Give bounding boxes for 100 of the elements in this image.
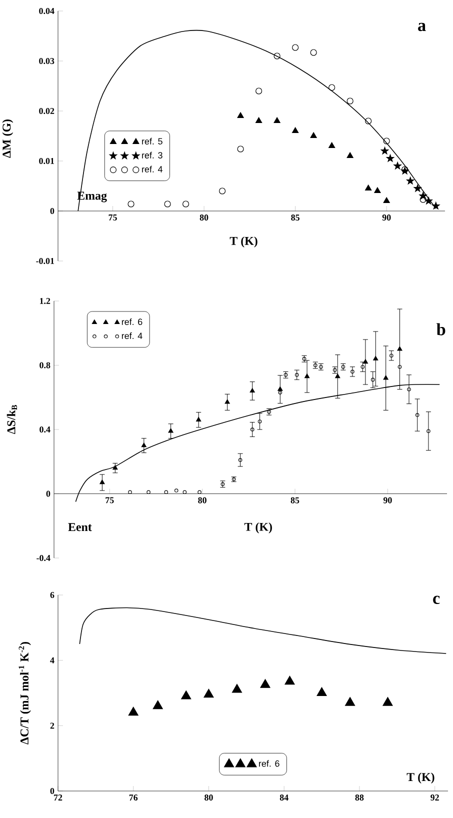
point (365, 184, 372, 191)
y-axis-title: ΔC/T (mJ mol$^{-1}$ K$^{-2}$) (18, 642, 31, 744)
line-series (79, 607, 447, 654)
x-tick-label: 80 (198, 497, 206, 504)
x-tick-label: 92 (430, 794, 439, 801)
y-tick-label: 0.8 (40, 362, 50, 368)
legend-label: ref. 3 (142, 152, 162, 158)
y-tick-label: 6 (50, 592, 54, 598)
point (362, 359, 368, 364)
legend-label: ref. 5 (142, 138, 162, 144)
point (182, 490, 187, 494)
y-tick-label: -0.4 (36, 554, 50, 562)
x-tick-label: 88 (355, 794, 364, 801)
point (278, 390, 282, 394)
point (152, 700, 163, 710)
point (294, 372, 299, 377)
point (373, 356, 378, 360)
x-tick-label: 72 (54, 794, 62, 800)
x-tick-label: 90 (383, 497, 392, 504)
y-axis-title: ΔM (G) (2, 120, 14, 158)
x-tick-label: 85 (290, 497, 300, 504)
text: b (436, 323, 446, 336)
x-tick-label: 80 (200, 214, 208, 221)
point (141, 442, 146, 448)
point (237, 146, 244, 152)
point (406, 176, 414, 184)
x-tick-label: 76 (129, 794, 138, 801)
point (365, 118, 372, 124)
x-tick-label: 80 (204, 794, 213, 801)
point (174, 488, 178, 492)
point (260, 679, 270, 688)
chart-title: c (433, 596, 440, 604)
point (360, 364, 365, 369)
point (380, 146, 389, 154)
point (292, 44, 299, 51)
y-tick-label: 0 (46, 490, 50, 497)
point (128, 200, 134, 208)
point (389, 354, 394, 358)
point (414, 184, 422, 192)
y-tick-label: 0.01 (39, 158, 54, 164)
y-tick-label: 0 (50, 208, 54, 214)
point (224, 399, 230, 404)
point (394, 162, 402, 170)
point (328, 84, 336, 91)
point (256, 88, 262, 94)
point (198, 490, 202, 494)
point (232, 684, 242, 693)
point (382, 697, 393, 706)
point (181, 690, 192, 700)
point (346, 152, 354, 158)
point (100, 480, 105, 484)
y-tick-label: 0.04 (39, 8, 54, 14)
point (164, 490, 168, 494)
legend-label: ref. 6 (259, 760, 280, 767)
point (250, 388, 255, 393)
point (397, 346, 402, 351)
point (350, 370, 354, 374)
point (182, 200, 190, 208)
point (424, 196, 432, 204)
legend-label: ref. 4 (142, 166, 162, 172)
point (310, 49, 317, 56)
point (328, 142, 336, 148)
point (383, 197, 390, 204)
y-tick-label: 1.2 (40, 298, 50, 304)
point (346, 98, 354, 104)
point (398, 364, 402, 369)
point (292, 127, 299, 134)
annotation: Eent (68, 523, 92, 532)
point (278, 386, 283, 391)
point (128, 706, 138, 716)
y-tick-label: 4 (50, 657, 54, 664)
legend-label: ref. 4 (122, 332, 142, 339)
point (344, 697, 356, 706)
chart-title: a (418, 22, 426, 32)
x-axis-title: T (K) (244, 522, 272, 534)
point (383, 138, 390, 144)
x-axis-title: T (K) (230, 236, 258, 248)
y-tick-label: 2 (50, 722, 54, 729)
point (146, 490, 150, 494)
y-tick-label: 0.03 (39, 58, 54, 64)
point (128, 490, 132, 494)
point (204, 688, 214, 698)
point (112, 465, 118, 470)
x-tick-label: 85 (291, 214, 300, 221)
point (383, 375, 388, 380)
x-tick-label: 75 (108, 214, 117, 220)
point (274, 117, 280, 124)
point (374, 187, 381, 194)
point (420, 196, 426, 203)
y-tick-label: 0.02 (39, 108, 54, 114)
x-axis-title: T (K) (406, 772, 434, 784)
point (255, 117, 262, 124)
y-tick-label: 0 (50, 788, 54, 794)
point (335, 374, 340, 378)
point (432, 202, 440, 210)
point (304, 374, 310, 378)
y-axis-title: ΔS/k$_{B}$ (6, 404, 17, 434)
point (310, 132, 317, 138)
y-tick-label: 0.4 (40, 426, 50, 433)
point (386, 154, 394, 162)
